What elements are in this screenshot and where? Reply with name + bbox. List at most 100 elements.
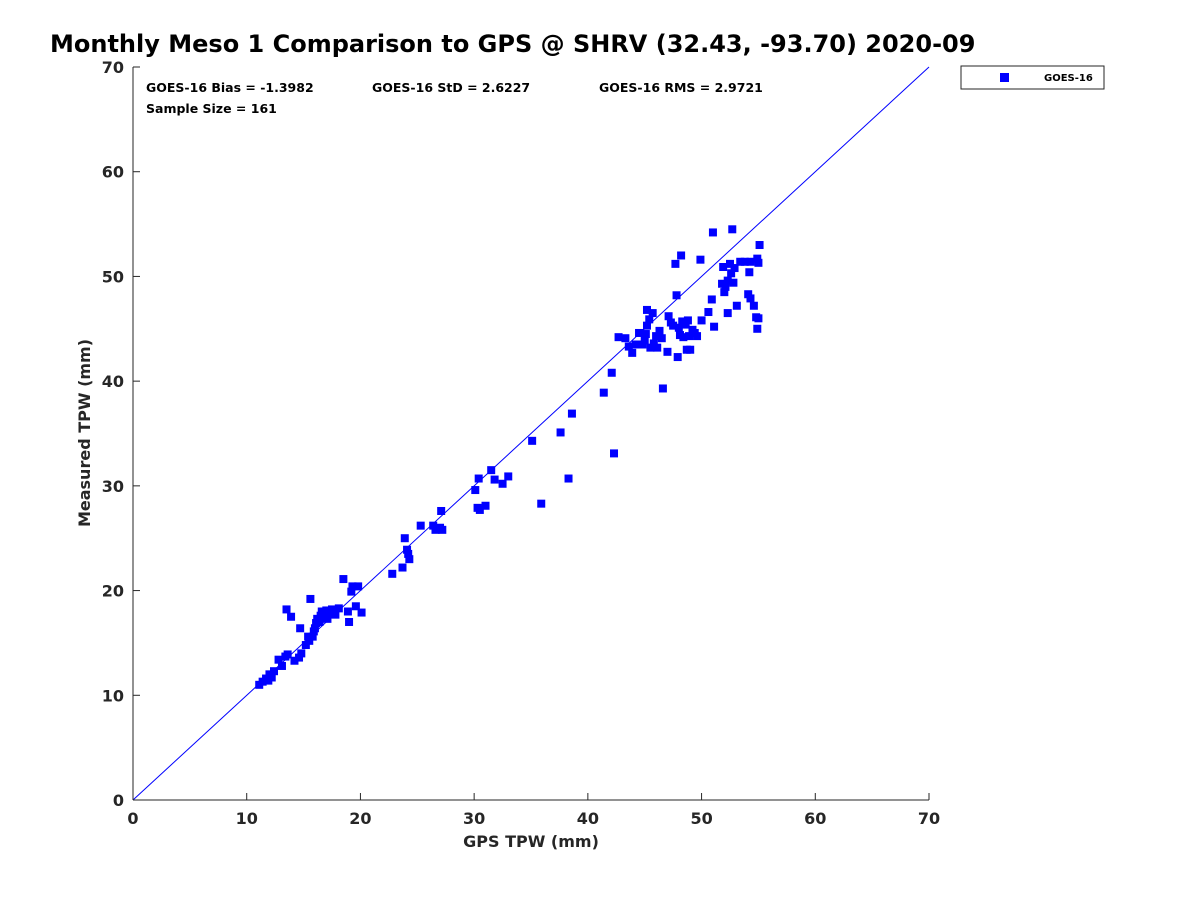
points-layer [255, 225, 764, 689]
data-point [404, 549, 413, 558]
data-point [348, 582, 357, 591]
data-point [649, 339, 658, 348]
data-point [437, 506, 446, 515]
data-point [290, 656, 299, 665]
reference-line-layer [132, 66, 930, 801]
y-tick-label: 60 [102, 163, 124, 182]
y-tick-label: 30 [102, 477, 124, 496]
data-point [331, 610, 340, 619]
data-point [297, 649, 306, 658]
data-point [631, 340, 640, 349]
data-point [610, 449, 619, 458]
chart-title: Monthly Meso 1 Comparison to GPS @ SHRV … [50, 30, 976, 58]
data-point [628, 348, 637, 357]
data-point [645, 315, 654, 324]
std-annotation: GOES-16 StD = 2.6227 [372, 80, 530, 95]
data-point [556, 428, 565, 437]
data-point [710, 322, 719, 331]
one-to-one-reference-line [132, 66, 930, 801]
data-point [730, 264, 739, 273]
data-point [283, 650, 292, 659]
data-point [677, 251, 686, 260]
data-point [754, 314, 763, 323]
data-point [416, 521, 425, 530]
data-point [624, 342, 633, 351]
data-point [671, 259, 680, 268]
data-point [403, 545, 412, 554]
x-axis-title: GPS TPW (mm) [463, 832, 599, 851]
ticks-layer: 0 10 20 30 40 50 60 70 0 10 20 30 40 50 60 70 [102, 58, 940, 828]
data-point [652, 332, 661, 341]
data-point [697, 316, 706, 325]
data-point [655, 326, 664, 335]
data-point [310, 624, 319, 633]
data-point [693, 332, 702, 341]
statistics-annotations: GOES-16 Bias = -1.3982 GOES-16 StD = 2.6… [146, 80, 763, 116]
data-point [736, 257, 745, 266]
data-point [681, 320, 690, 329]
data-point [599, 388, 608, 397]
data-point [400, 534, 409, 543]
data-point [669, 321, 678, 330]
data-point [708, 228, 717, 237]
data-point [481, 501, 490, 510]
data-point [642, 321, 651, 330]
data-point [720, 288, 729, 297]
legend: GOES-16 [960, 65, 1105, 90]
data-point [683, 316, 692, 325]
data-point [474, 474, 483, 483]
data-point [487, 466, 496, 475]
data-point [732, 301, 741, 310]
data-point [315, 617, 324, 626]
data-point [686, 345, 695, 354]
data-point [388, 569, 397, 578]
data-point [267, 673, 276, 682]
legend-marker-square-icon [1000, 73, 1009, 82]
data-point [672, 291, 681, 300]
data-point [282, 605, 291, 614]
data-point [753, 324, 762, 333]
data-point [345, 617, 354, 626]
data-point [475, 505, 484, 514]
data-point [498, 479, 507, 488]
y-tick-label: 20 [102, 582, 124, 601]
bias-annotation: GOES-16 Bias = -1.3982 [146, 80, 314, 95]
data-point [740, 257, 749, 266]
data-point [641, 330, 650, 339]
data-point [308, 632, 317, 641]
data-point [306, 594, 315, 603]
legend-label-goes-16: GOES-16 [1044, 73, 1093, 84]
data-point [664, 312, 673, 321]
data-point [354, 582, 363, 591]
legend-box [960, 65, 1105, 90]
data-point [755, 241, 764, 250]
data-point [635, 328, 644, 337]
data-point [723, 276, 732, 285]
data-point [749, 301, 758, 310]
data-point [726, 259, 734, 268]
rms-annotation: GOES-16 RMS = 2.9721 [599, 80, 763, 95]
data-point [471, 486, 480, 495]
data-point [431, 525, 440, 534]
x-tick-label: 20 [349, 809, 371, 828]
data-point [658, 384, 667, 393]
axes-layer [132, 67, 929, 801]
data-point [323, 614, 332, 623]
data-point [638, 340, 647, 349]
data-point [754, 258, 763, 267]
x-tick-label: 30 [463, 809, 485, 828]
data-point [642, 305, 651, 314]
data-point [339, 575, 348, 584]
data-point [753, 254, 762, 263]
data-point [351, 602, 360, 611]
data-point [528, 436, 537, 445]
data-point [719, 263, 728, 272]
data-point [607, 368, 616, 377]
data-point [490, 475, 499, 484]
y-tick-label: 0 [113, 791, 124, 810]
data-point [728, 225, 737, 234]
data-point [357, 608, 366, 617]
data-point [648, 309, 657, 318]
data-point [723, 309, 732, 318]
